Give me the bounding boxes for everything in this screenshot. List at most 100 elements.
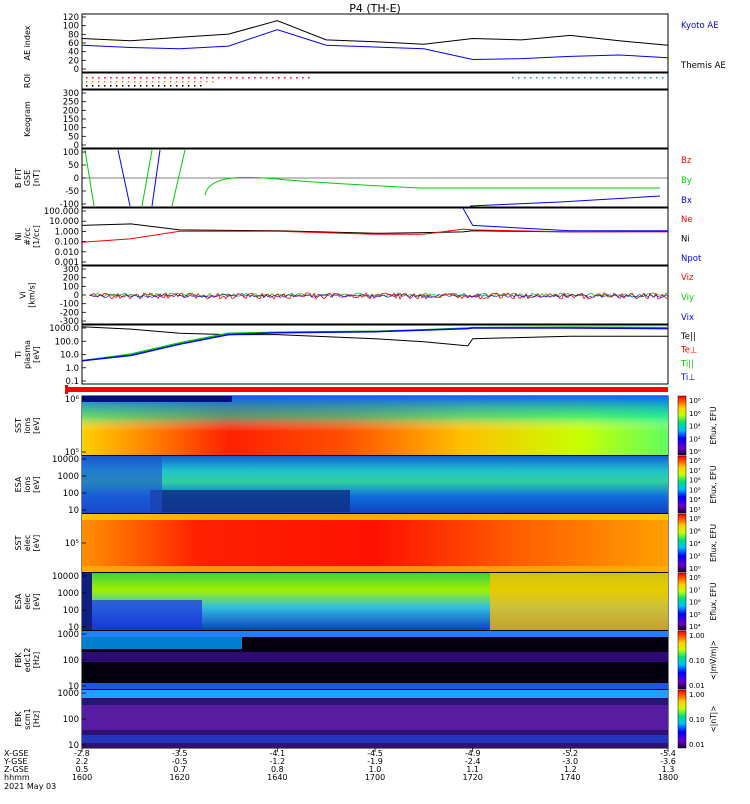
roi-dot (560, 77, 562, 79)
roi-dot (194, 81, 196, 83)
x-axis-row-label: Y-GSE (3, 757, 27, 766)
colorbar-tick-sst_ion: 10⁴ (689, 423, 701, 431)
roi-dot (122, 85, 124, 87)
y-tick-velocity: -300 (60, 317, 79, 327)
x-gse-value: -2.8 (74, 749, 90, 758)
roi-dot (188, 81, 190, 83)
y-gse-value: -1.9 (367, 757, 383, 766)
y-axis-label-temperature: [eV] (32, 346, 41, 363)
colorbar-tick-esa_elec: 10⁴ (689, 623, 701, 631)
y-tick-keogram: 300 (63, 89, 79, 99)
right-legends: Kyoto AE Themis AE Bz By Bx Ne Ni Npot Viz Viy Vix… (680, 21, 726, 383)
x-axis-row-label: Z-GSE (4, 765, 29, 774)
time-value: 1700 (365, 773, 385, 782)
roi-dot (176, 81, 178, 83)
y-axis-label-fbk_b: [Hz] (32, 711, 41, 727)
y-axis-label-esa_elec: elec (23, 593, 32, 609)
y-gse-value: -3.6 (660, 757, 676, 766)
vix-series (89, 294, 669, 298)
y-tick-fbk_b: 1000 (57, 689, 79, 699)
y-tick-esa_ion: 100 (63, 489, 79, 499)
roi-dot (290, 77, 292, 79)
y-tick-sst_ion: 10⁵ (65, 448, 79, 458)
roi-dot (86, 81, 88, 83)
roi-dot (110, 85, 112, 87)
y-axis-label-fbk_e: FBK (14, 652, 23, 668)
te-par-series (81, 326, 668, 347)
roi-dot (518, 77, 520, 79)
roi-dot (98, 77, 100, 79)
legend-ae: Themis AE (680, 61, 726, 71)
legend-velocity: Viy (681, 293, 694, 303)
colorbar-tick-esa_ion: 10⁶ (689, 477, 701, 485)
panel-frame-density (81, 207, 669, 266)
roi-dot (98, 85, 100, 87)
y-axis-label-esa_elec: [eV] (32, 593, 41, 610)
y-tick-fbk_b: 10 (68, 741, 79, 751)
roi-dot (308, 77, 310, 79)
y-axis-label-esa_ion: ions (23, 476, 32, 492)
colorbar-sst_ion (677, 395, 687, 456)
x-gse-value: -4.5 (367, 749, 383, 758)
mode-bar-marker (65, 385, 68, 394)
roi-dot (638, 77, 640, 79)
y-axis-label-velocity: Vi (19, 291, 28, 299)
roi-dot (92, 85, 94, 87)
roi-dot (218, 77, 220, 79)
roi-dot (182, 85, 184, 87)
colorbar-label-esa_ion: Eflux, EFU (709, 466, 718, 504)
colorbar-tick-fbk_e: 1.00 (689, 632, 705, 640)
colorbar-label-sst_ion: Eflux, EFU (709, 407, 718, 445)
roi-dot (536, 77, 538, 79)
y-tick-ae: 40 (68, 48, 79, 58)
y-tick-ae: 20 (68, 56, 79, 66)
roi-dot (176, 85, 178, 87)
z-gse-value: 1.0 (369, 765, 382, 774)
roi-dot (206, 77, 208, 79)
roi-dot (104, 85, 106, 87)
roi-dot (134, 81, 136, 83)
y-axis-label-keogram: Keogram (23, 101, 32, 137)
y-axis-label-ae: AE index (23, 25, 32, 60)
roi-dot (92, 81, 94, 83)
y-tick-keogram: 0 (74, 141, 79, 151)
y-tick-sst_ion: 10⁶ (65, 395, 80, 405)
roi-dot (602, 77, 604, 79)
legend-temperature: Te⊥ (680, 346, 697, 356)
roi-dot (128, 81, 130, 83)
roi-dot (194, 85, 196, 87)
colorbar-tick-sst_ion: 10⁰ (689, 448, 701, 456)
y-tick-velocity: 0 (74, 291, 79, 301)
y-tick-ae: 60 (68, 39, 79, 49)
roi-dot (272, 77, 274, 79)
y-tick-esa_elec: 100 (63, 606, 79, 616)
colorbar-tick-esa_elec: 10⁵ (689, 611, 701, 619)
colorbar-sst_elec (677, 513, 687, 573)
bx-series-late (469, 195, 661, 207)
y-tick-esa_elec: 10 (68, 623, 79, 633)
roi-dot (236, 77, 238, 79)
y-tick-bfield: -100 (60, 200, 79, 210)
colorbar-tick-esa_elec: 10⁶ (689, 599, 701, 607)
panel-frame-roi (81, 72, 669, 90)
legend-temperature: Ti⊥ (680, 373, 696, 383)
y-axis-label-esa_ion: ESA (14, 476, 23, 492)
roi-dot (572, 77, 574, 79)
ti-perp-series (81, 327, 669, 362)
colorbar-esa_ion (677, 455, 687, 514)
roi-dot (158, 77, 160, 79)
themis-ae-series (81, 20, 669, 46)
roi-dot (170, 85, 172, 87)
roi-dot (254, 77, 256, 79)
roi-dot (134, 77, 136, 79)
roi-dot (176, 77, 178, 79)
colorbar-tick-fbk_b: 0.01 (689, 741, 705, 749)
colorbar-label-sst_elec: Eflux, EFU (709, 524, 718, 562)
roi-dot (86, 85, 88, 87)
y-tick-ae: 0 (74, 65, 79, 75)
sst-ion-spectrogram (82, 396, 668, 455)
panel-frame-temperature (81, 324, 669, 385)
y-axis-label-esa_elec: ESA (14, 593, 23, 609)
roi-dot (116, 85, 118, 87)
